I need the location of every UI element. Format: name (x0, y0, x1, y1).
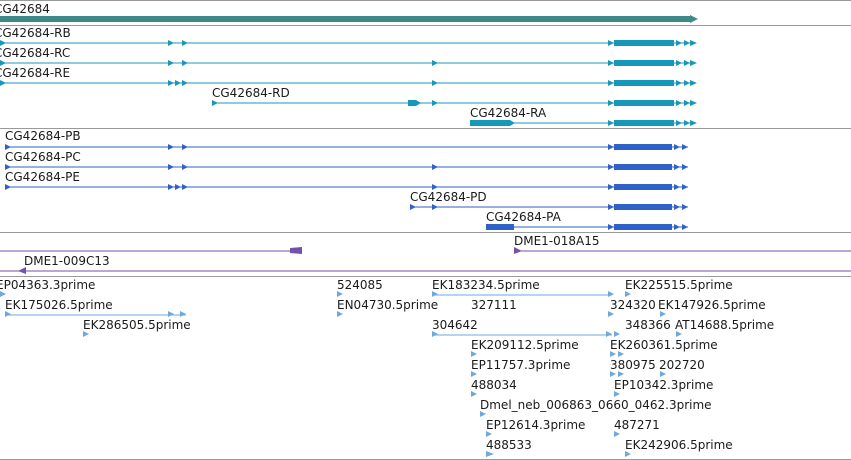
protein-label-pd: CG42684-PD (410, 190, 487, 204)
separator-clone-est (0, 276, 851, 277)
transcript-label-rb: CG42684-RB (0, 26, 71, 40)
est-label: 488533 (486, 438, 532, 452)
clone-label-009c13: DME1-009C13 (24, 254, 110, 268)
est-label: 380975 (610, 358, 656, 372)
clone-features[interactable] (0, 0, 851, 276)
est-label: EP11757.3prime (471, 358, 571, 372)
est-label: 304642 (432, 318, 478, 332)
protein-features[interactable] (0, 0, 851, 232)
est-label: 488034 (471, 378, 517, 392)
clone-label-018a15: DME1-018A15 (514, 234, 600, 248)
protein-label-pc: CG42684-PC (5, 150, 81, 164)
transcript-label-rc: CG42684-RC (0, 46, 71, 60)
est-label: EK242906.5prime (625, 438, 733, 452)
est-label: 487271 (614, 418, 660, 432)
est-label: EK225515.5prime (625, 278, 733, 292)
est-label: EK286505.5prime (83, 318, 191, 332)
transcript-label-ra: CG42684-RA (470, 106, 547, 120)
est-label: AT14688.5prime (675, 318, 775, 332)
transcript-label-rd: CG42684-RD (212, 86, 290, 100)
est-label: 202720 (659, 358, 705, 372)
est-label: Dmel_neb_006863_0660_0462.3prime (480, 398, 712, 412)
est-label: EK209112.5prime (471, 338, 579, 352)
est-label: 327111 (471, 298, 517, 312)
top-border (0, 0, 851, 1)
est-label: 524085 (337, 278, 383, 292)
est-label: EK147926.5prime (658, 298, 766, 312)
protein-label-pb: CG42684-PB (5, 129, 81, 143)
est-label: EK175026.5prime (5, 298, 113, 312)
separator-protein-clone (0, 232, 851, 233)
gene-label: CG42684 (0, 2, 50, 16)
est-label: 348366 (625, 318, 671, 332)
est-label: EP10342.3prime (614, 378, 714, 392)
transcript-label-re: CG42684-RE (0, 66, 71, 80)
est-label: 324320 (610, 298, 656, 312)
est-label: EK183234.5prime (432, 278, 540, 292)
protein-label-pe: CG42684-PE (5, 170, 80, 184)
separator-gene-mrna (0, 25, 851, 26)
est-label: EP04363.3prime (0, 278, 96, 292)
gene-feature[interactable] (0, 0, 851, 25)
est-label: EN04730.5prime (337, 298, 439, 312)
est-label: EP12614.3prime (486, 418, 586, 432)
est-label: EK260361.5prime (610, 338, 718, 352)
separator-mrna-protein (0, 128, 851, 129)
transcript-features[interactable] (0, 0, 851, 130)
protein-label-pa: CG42684-PA (486, 210, 561, 224)
